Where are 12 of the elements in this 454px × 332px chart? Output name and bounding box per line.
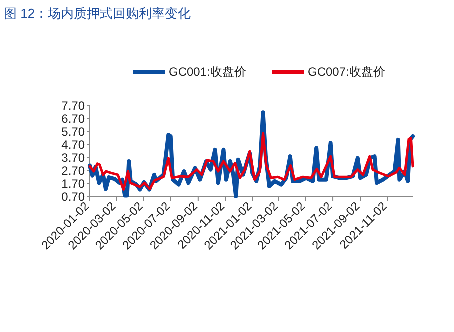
legend-label: GC001:收盘价: [169, 65, 246, 79]
legend-label: GC007:收盘价: [308, 65, 386, 79]
line-series: [88, 132, 414, 191]
y-tick-label: 6.70: [62, 112, 86, 126]
y-tick-label: 0.70: [62, 190, 86, 204]
y-tick-label: 3.70: [62, 151, 86, 165]
y-tick-label: 5.70: [62, 125, 86, 139]
chart-title: 图 12：场内质押式回购利率变化: [4, 6, 192, 21]
y-tick-label: 7.70: [62, 99, 86, 113]
y-tick-label: 2.70: [62, 164, 86, 178]
y-tick-label: 1.70: [62, 177, 86, 191]
y-tick-label: 4.70: [62, 138, 86, 152]
